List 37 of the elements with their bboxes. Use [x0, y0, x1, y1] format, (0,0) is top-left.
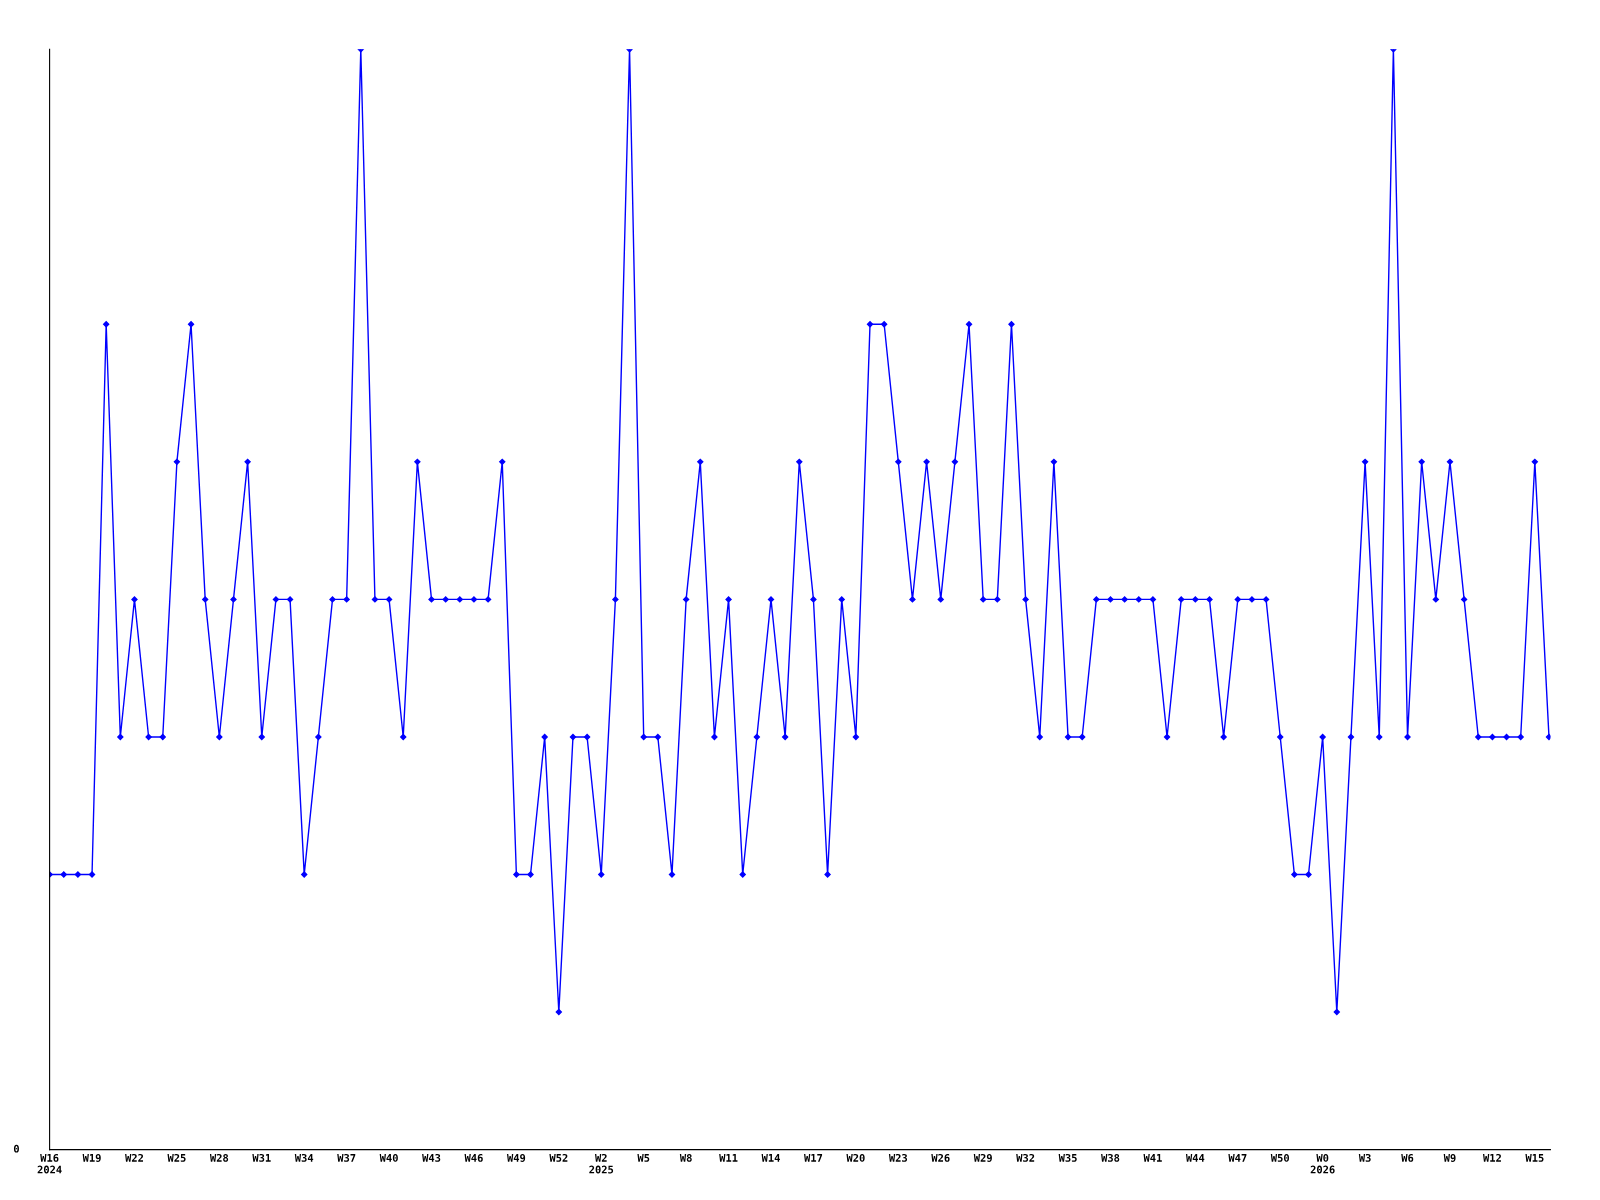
- x-tick-label: W14: [761, 1154, 780, 1162]
- x-tick-label: W2 2025: [589, 1153, 614, 1174]
- x-tick-label: W19: [82, 1154, 101, 1162]
- x-tick-label: W41: [1143, 1154, 1162, 1162]
- x-tick-label: W31: [252, 1153, 271, 1162]
- x-tick-label: W40: [379, 1153, 398, 1162]
- x-tick-label: W23: [888, 1153, 908, 1162]
- x-tick-label: W5: [637, 1154, 650, 1162]
- x-tick-label: W28: [209, 1153, 229, 1162]
- x-tick-label: W43: [422, 1153, 441, 1162]
- x-tick-label: W12: [1483, 1153, 1501, 1162]
- x-tick-label: W44: [1185, 1154, 1205, 1162]
- x-tick-label: W15: [1525, 1154, 1544, 1162]
- text: 0: [13, 1144, 19, 1153]
- x-tick-label: W34: [294, 1153, 314, 1162]
- x-tick-label: W22: [125, 1153, 144, 1162]
- x-tick-label: W11: [719, 1154, 738, 1162]
- x-tick-label: W16 2024: [37, 1153, 62, 1174]
- x-tick-label: W37: [337, 1153, 356, 1162]
- x-tick-label: W26: [931, 1153, 950, 1162]
- x-tick-label: W32: [1016, 1153, 1035, 1162]
- x-tick-label: W25: [167, 1153, 186, 1162]
- x-tick-label: W8: [679, 1153, 692, 1162]
- x-tick-label: W20: [846, 1153, 865, 1162]
- x-tick-label: W3: [1358, 1153, 1371, 1162]
- x-tick-label: W6: [1401, 1153, 1414, 1162]
- x-tick-label: W0 2026: [1310, 1153, 1335, 1174]
- x-tick-label: W47: [1228, 1154, 1247, 1162]
- x-tick-label: W49: [506, 1154, 526, 1162]
- x-tick-label: W52: [549, 1153, 568, 1162]
- x-tick-label: W17: [804, 1154, 823, 1162]
- x-tick-label: W35: [1058, 1153, 1077, 1162]
- x-tick-label: W38: [1101, 1153, 1120, 1162]
- x-tick-label: W29: [973, 1153, 992, 1162]
- x-tick-label: W46: [464, 1153, 483, 1162]
- x-tick-label: W50: [1270, 1153, 1290, 1162]
- x-tick-label: W9: [1443, 1154, 1456, 1162]
